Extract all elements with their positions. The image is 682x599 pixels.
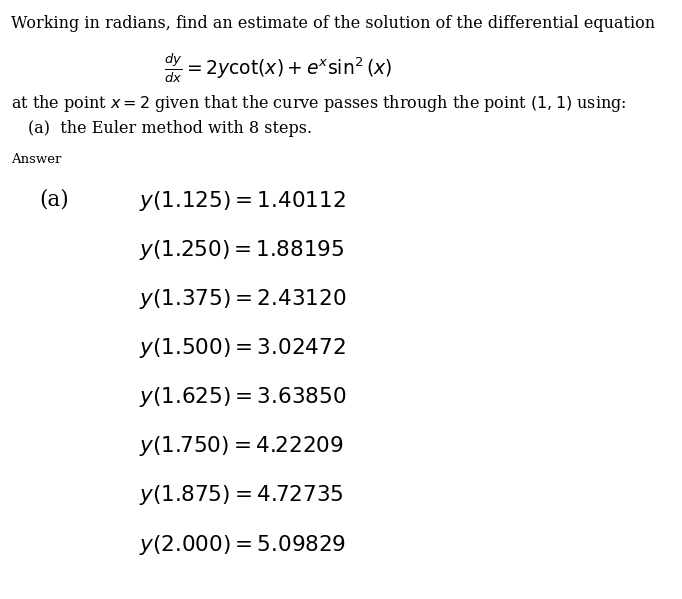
Text: $y(1.375) = 2.43120$: $y(1.375) = 2.43120$ [139,287,346,311]
Text: (a): (a) [39,189,69,211]
Text: $y(1.625) = 3.63850$: $y(1.625) = 3.63850$ [139,385,346,409]
Text: $y(1.875) = 4.72735$: $y(1.875) = 4.72735$ [139,483,344,507]
Text: $y(1.750) = 4.22209$: $y(1.750) = 4.22209$ [139,434,344,458]
Text: Working in radians, find an estimate of the solution of the differential equatio: Working in radians, find an estimate of … [11,15,655,32]
Text: $\frac{dy}{dx} = 2y\cot(x) + e^{x}\sin^{2}(x)$: $\frac{dy}{dx} = 2y\cot(x) + e^{x}\sin^{… [164,51,392,84]
Text: $y(1.125) = 1.40112$: $y(1.125) = 1.40112$ [139,189,346,213]
Text: $y(1.250) = 1.88195$: $y(1.250) = 1.88195$ [139,238,344,262]
Text: $y(1.500) = 3.02472$: $y(1.500) = 3.02472$ [139,336,346,360]
Text: at the point $x = 2$ given that the curve passes through the point $(1, 1)$ usin: at the point $x = 2$ given that the curv… [11,93,627,114]
Text: $y(2.000) = 5.09829$: $y(2.000) = 5.09829$ [139,533,346,556]
Text: Answer: Answer [11,153,61,166]
Text: (a)  the Euler method with 8 steps.: (a) the Euler method with 8 steps. [28,120,312,137]
